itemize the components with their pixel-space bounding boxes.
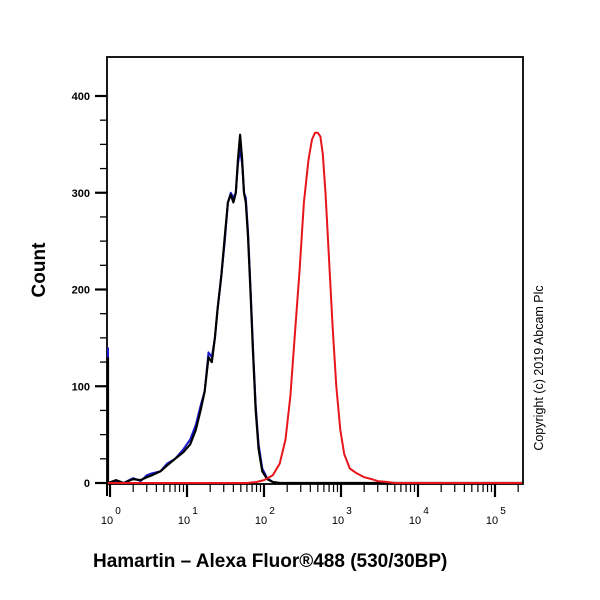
svg-text:4: 4: [423, 506, 429, 517]
svg-text:5: 5: [500, 506, 506, 517]
svg-text:10: 10: [332, 515, 344, 527]
x-tick-label: 105: [486, 506, 506, 527]
plot-frame: [106, 56, 524, 485]
svg-text:10: 10: [409, 515, 421, 527]
copyright-annotation: Copyright (c) 2019 Abcam Plc: [532, 285, 546, 451]
svg-text:3: 3: [346, 506, 352, 517]
x-tick-label: 100: [101, 506, 121, 527]
x-axis-label: Hamartin – Alexa Fluor®488 (530/30BP): [93, 551, 448, 572]
y-tick-label: 100: [72, 381, 90, 393]
y-axis-label: Count: [29, 242, 50, 298]
x-tick-label: 103: [332, 506, 352, 527]
y-tick-label: 0: [84, 478, 90, 490]
svg-text:10: 10: [255, 515, 267, 527]
series-line: [108, 131, 522, 484]
histogram-series: [106, 131, 522, 485]
svg-text:0: 0: [115, 506, 121, 517]
svg-text:10: 10: [101, 515, 113, 527]
svg-text:10: 10: [178, 515, 190, 527]
y-tick-label: 400: [72, 91, 90, 103]
y-tick-label: 300: [72, 188, 90, 200]
svg-text:1: 1: [192, 506, 198, 517]
series-line: [106, 133, 522, 485]
svg-text:2: 2: [269, 506, 275, 517]
y-tick-label: 200: [72, 285, 90, 297]
x-tick-label: 104: [409, 506, 429, 527]
svg-text:10: 10: [486, 515, 498, 527]
series-line: [107, 148, 522, 484]
x-tick-label: 102: [255, 506, 275, 527]
x-tick-label: 101: [178, 506, 198, 527]
y-axis: 0 100 200 300 400: [72, 91, 108, 496]
